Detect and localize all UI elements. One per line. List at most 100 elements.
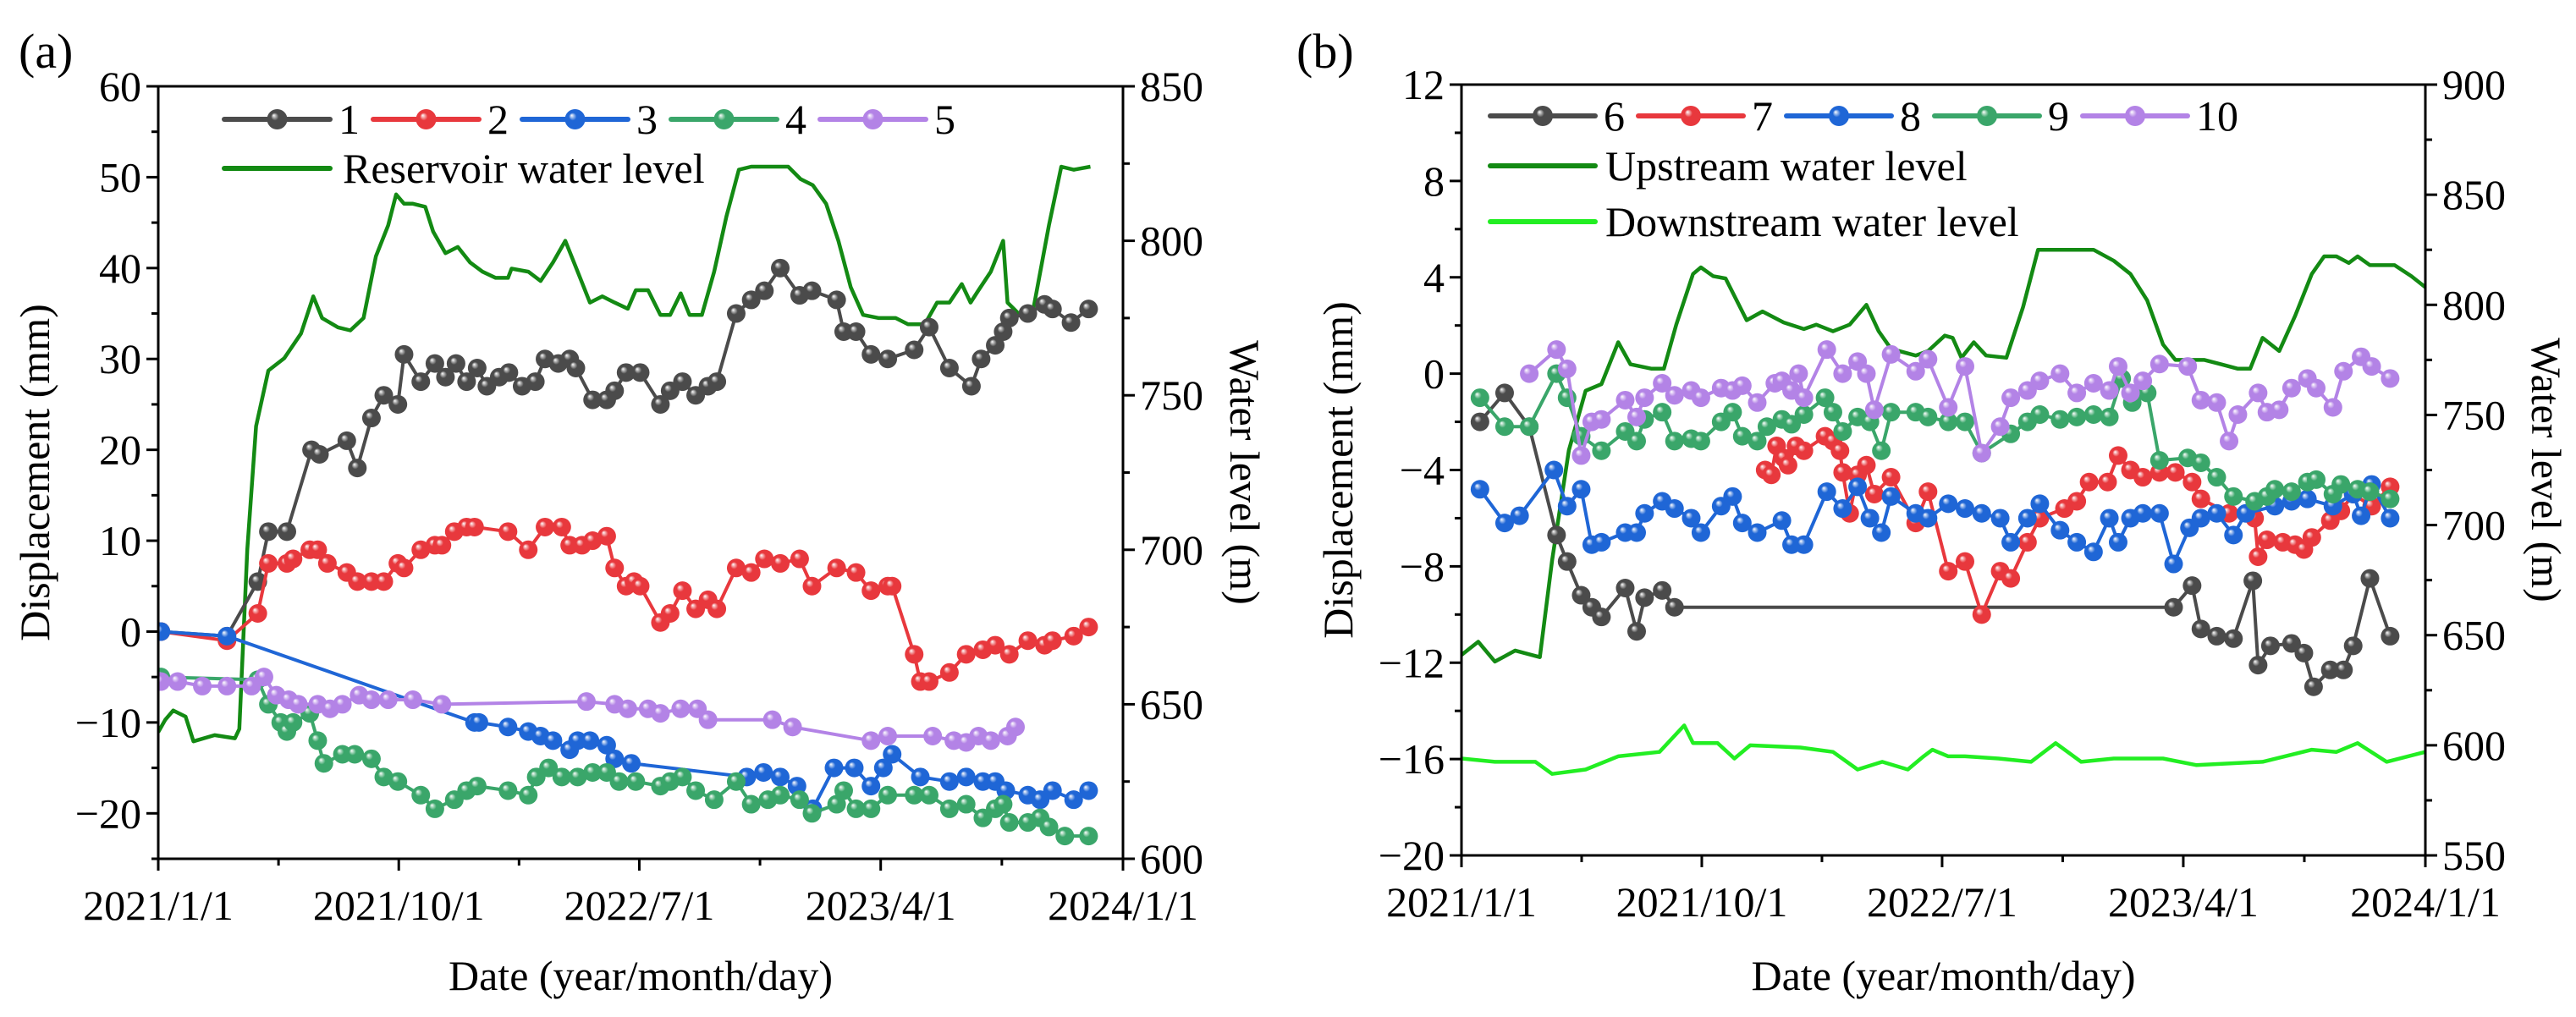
data-point	[168, 672, 187, 691]
data-point	[1079, 300, 1098, 319]
data-point	[939, 799, 959, 818]
data-point	[771, 258, 790, 278]
data-point	[755, 281, 774, 300]
data-point	[2017, 508, 2037, 528]
legend-item-4: 4	[669, 96, 806, 143]
data-point	[374, 767, 394, 787]
y2-tick-label: 700	[1140, 526, 1203, 574]
data-point	[802, 281, 822, 300]
x-tick-label: 2022/7/1	[1867, 878, 2017, 926]
data-point	[2381, 508, 2400, 528]
data-point	[1682, 508, 1701, 528]
x-tick-label: 2021/1/1	[1386, 878, 1537, 926]
data-point	[616, 363, 636, 382]
y-tick-label: 30	[99, 335, 141, 382]
data-point	[1510, 506, 1529, 525]
data-point	[254, 668, 273, 687]
data-point	[2331, 475, 2351, 494]
data-point	[2178, 357, 2198, 377]
y2-tick-label: 650	[2442, 612, 2506, 659]
y-tick-label: 40	[99, 245, 141, 292]
data-point	[361, 409, 381, 428]
y-tick-label: 60	[99, 63, 141, 110]
data-point	[999, 813, 1019, 833]
data-point	[1830, 441, 1850, 460]
y-axis-title: Displacement (mm)	[11, 304, 58, 641]
data-point	[2360, 569, 2380, 588]
panel-a-chart: (a)2021/1/1 2021/10/1 2022/7/1 2023/4/1 2024…	[11, 24, 1269, 999]
data-point	[771, 767, 790, 787]
plot-area	[1461, 247, 2425, 776]
data-point	[2381, 626, 2400, 646]
data-point	[824, 758, 844, 778]
data-point	[861, 777, 881, 796]
data-point	[2307, 378, 2326, 398]
data-point	[1616, 390, 1635, 410]
data-point	[1833, 364, 1852, 383]
data-point	[1061, 313, 1081, 333]
data-point	[1857, 364, 1876, 383]
data-point	[374, 386, 394, 405]
y2-tick-label: 650	[1140, 680, 1203, 728]
data-point	[467, 358, 487, 377]
y-tick-label: 20	[99, 426, 141, 474]
data-point	[1864, 484, 1884, 503]
data-point	[597, 735, 616, 755]
data-point	[1005, 717, 1025, 737]
data-point	[1557, 359, 1577, 378]
data-point	[552, 767, 571, 787]
data-point	[1653, 374, 1672, 393]
data-point	[2100, 381, 2119, 400]
y2-tick-label: 900	[2442, 61, 2506, 108]
data-point	[1592, 410, 1611, 429]
data-point	[1732, 376, 1752, 395]
legend-item-9: 9	[1932, 92, 2069, 140]
data-point	[1691, 432, 1710, 451]
data-point	[2098, 472, 2117, 492]
legend-item-reservoir-water-level: Reservoir water level	[222, 145, 705, 192]
data-point	[1794, 388, 1814, 408]
data-point	[605, 381, 625, 400]
data-point	[1748, 432, 1767, 451]
data-point	[2067, 492, 2087, 511]
legend-label: 2	[487, 96, 509, 143]
data-point	[308, 731, 328, 750]
y2-tick-label: 700	[2442, 502, 2506, 549]
data-point	[2334, 361, 2353, 381]
data-point	[1794, 405, 1814, 425]
data-point	[1635, 388, 1654, 408]
data-point	[1972, 503, 1991, 523]
data-point	[2362, 357, 2381, 377]
data-point	[755, 549, 774, 569]
data-point	[861, 344, 881, 364]
data-point	[1665, 499, 1684, 519]
data-point	[2149, 451, 2169, 470]
data-point	[403, 690, 422, 710]
data-point	[2270, 400, 2289, 420]
data-point	[259, 553, 278, 573]
data-point	[2030, 405, 2050, 425]
data-point	[1571, 446, 1591, 465]
data-point	[861, 731, 881, 750]
data-point	[2360, 482, 2380, 502]
data-point	[259, 522, 278, 541]
x-tick-label: 2024/1/1	[1048, 882, 1198, 929]
legend-item-3: 3	[520, 96, 658, 143]
legend-label: 1	[339, 96, 360, 143]
data-point	[1616, 578, 1635, 597]
data-point	[1055, 827, 1075, 846]
data-point	[698, 710, 718, 729]
data-point	[1571, 585, 1591, 605]
data-point	[1018, 631, 1038, 651]
data-point	[526, 372, 545, 392]
series-line	[160, 525, 1090, 684]
data-point	[686, 781, 706, 800]
legend-marker	[1533, 106, 1553, 126]
data-point	[1039, 817, 1059, 837]
data-point	[2248, 656, 2268, 675]
data-point	[2381, 369, 2400, 388]
data-point	[1494, 417, 1514, 437]
data-point	[1772, 511, 1792, 530]
data-point	[1064, 790, 1083, 810]
data-point	[283, 712, 303, 732]
